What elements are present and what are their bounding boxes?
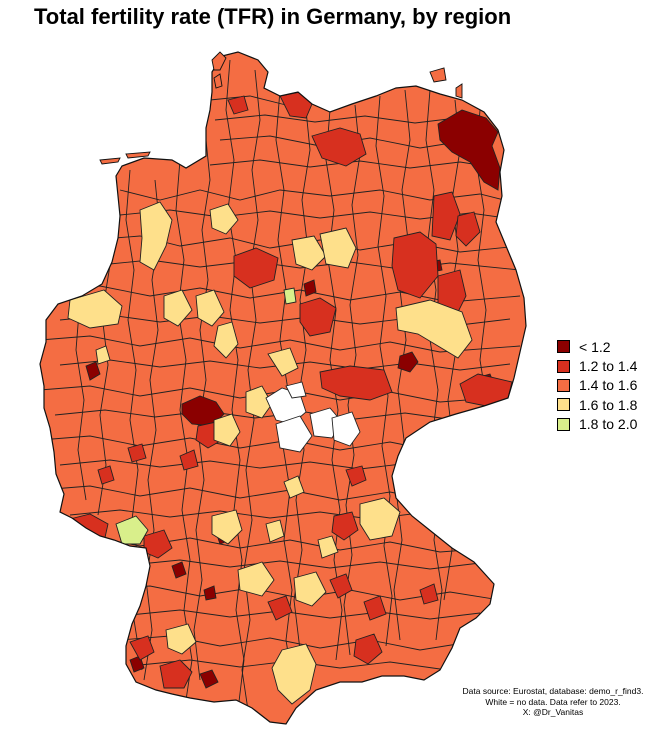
legend-swatch	[557, 340, 570, 354]
regions-no-data	[265, 381, 361, 453]
legend-label: 1.4 to 1.6	[579, 377, 638, 394]
legend-item: 1.4 to 1.6	[557, 376, 637, 395]
legend-item: 1.8 to 2.0	[557, 415, 637, 434]
legend-label: 1.8 to 2.0	[579, 416, 638, 433]
regions-1-8-to-2-0	[115, 287, 297, 545]
legend-item: < 1.2	[557, 337, 637, 356]
legend-swatch	[557, 359, 570, 373]
regions-1-2-to-1-4	[65, 91, 513, 689]
map-title: Total fertility rate (TFR) in Germany, b…	[34, 4, 512, 29]
legend-swatch	[557, 378, 570, 392]
legend-label: 1.2 to 1.4	[579, 358, 638, 375]
caption-credit-line: X: @Dr_Vanitas	[522, 707, 584, 717]
germany-choropleth-map	[39, 51, 527, 725]
legend-label: 1.6 to 1.8	[579, 396, 638, 413]
islands	[99, 51, 463, 165]
legend-swatch	[557, 417, 570, 431]
caption-source-line: Data source: Eurostat, database: demo_r_…	[462, 686, 644, 696]
regions-1-6-to-1-8	[67, 201, 473, 705]
source-caption: Data source: Eurostat, database: demo_r_…	[438, 686, 668, 718]
regions	[40, 59, 521, 711]
legend: < 1.2 1.2 to 1.4 1.4 to 1.6 1.6 to 1.8 1…	[557, 337, 637, 434]
caption-note-line: White = no data. Data refer to 2023.	[485, 696, 621, 707]
legend-item: 1.6 to 1.8	[557, 395, 637, 414]
legend-label: < 1.2	[579, 338, 611, 355]
legend-swatch	[557, 398, 570, 412]
legend-item: 1.2 to 1.4	[557, 356, 637, 375]
